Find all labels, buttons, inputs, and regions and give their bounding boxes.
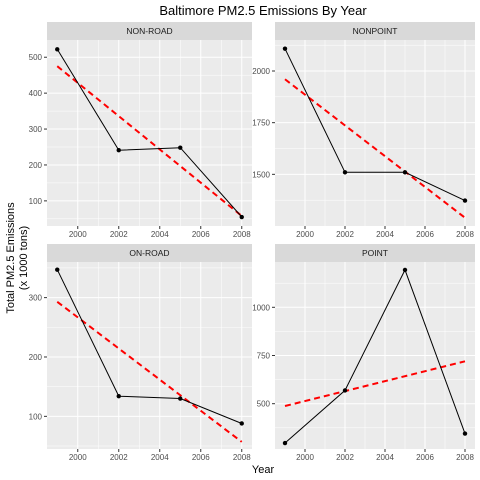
x-tick-label: 2004 <box>376 453 394 462</box>
data-point <box>116 393 121 399</box>
y-tick-label: 500 <box>257 400 271 409</box>
facet-point: POINT 2000 2002 2004 2006 2008 500 750 1000 <box>252 244 475 462</box>
trend-line <box>56 300 243 443</box>
y-tick-label: 1500 <box>252 170 270 179</box>
data-point <box>55 47 60 52</box>
chart-title: Baltimore PM2.5 Emissions By Year <box>159 3 367 18</box>
y-tick-label: 200 <box>29 353 43 362</box>
y-tick-label: 500 <box>29 53 43 62</box>
data-point <box>239 214 244 220</box>
y-tick-label: 100 <box>29 197 43 206</box>
data-point <box>282 440 288 446</box>
strip-background <box>275 22 475 40</box>
x-tick-label: 2006 <box>192 453 210 462</box>
data-point <box>178 145 183 150</box>
x-tick-label: 2004 <box>376 230 394 239</box>
series-line <box>284 268 466 444</box>
strip-background <box>47 244 252 262</box>
data-point <box>282 46 288 51</box>
x-tick-label: 2000 <box>296 230 314 239</box>
data-point <box>239 421 244 426</box>
strip-label: NON-ROAD <box>126 26 172 36</box>
data-point <box>402 170 408 175</box>
strip-label: NONPOINT <box>353 26 398 36</box>
facet-nonpoint: NONPOINT 2000 2002 2004 2006 2008 1500 1750 2000 <box>252 22 475 239</box>
y-tick-label: 1000 <box>252 303 270 312</box>
y-tick-label: 2000 <box>252 67 270 76</box>
data-point <box>116 148 121 153</box>
facet-on-road: ON-ROAD 2000 2002 2004 2006 2008 100 200 300 <box>29 244 252 462</box>
x-tick-label: 2004 <box>151 453 169 462</box>
data-point <box>342 170 348 175</box>
x-tick-label: 2000 <box>69 230 87 239</box>
x-tick-label: 2006 <box>416 453 434 462</box>
x-tick-label: 2002 <box>110 230 128 239</box>
x-axis-title: Year <box>252 464 275 476</box>
x-tick-label: 2000 <box>69 453 87 462</box>
x-tick-label: 2006 <box>416 230 434 239</box>
x-tick-label: 2008 <box>456 453 474 462</box>
series-line <box>284 48 466 202</box>
y-tick-label: 300 <box>29 125 43 134</box>
strip-background <box>47 22 252 40</box>
x-tick-label: 2002 <box>336 230 354 239</box>
y-tick-label: 1750 <box>252 119 270 128</box>
x-tick-label: 2002 <box>336 453 354 462</box>
y-tick-label: 200 <box>29 161 43 170</box>
x-tick-label: 2008 <box>233 453 251 462</box>
data-point <box>55 267 60 272</box>
y-axis-title-line-2: (x 1000 tons) <box>18 226 30 290</box>
x-tick-label: 2008 <box>456 230 474 239</box>
series-line <box>56 269 242 424</box>
y-tick-label: 400 <box>29 89 43 98</box>
y-axis-title-line-1: Total PM2.5 Emissions <box>5 202 17 314</box>
series-line <box>56 49 243 218</box>
data-point <box>462 198 468 203</box>
y-tick-label: 100 <box>29 412 43 421</box>
facet-non-road: NON-ROAD 2000 2002 2004 2006 2008 100 200 300 400… <box>29 22 252 239</box>
trend-line <box>284 78 466 219</box>
trend-line <box>284 360 466 407</box>
panel-background <box>47 262 252 449</box>
x-tick-label: 2004 <box>151 230 169 239</box>
y-tick-label: 300 <box>29 294 43 303</box>
strip-background <box>275 244 475 262</box>
data-point <box>402 267 408 273</box>
x-tick-label: 2008 <box>233 230 251 239</box>
panel-background <box>47 40 252 226</box>
strip-label: POINT <box>362 248 388 258</box>
facet-panels: NON-ROAD 2000 2002 2004 2006 2008 100 200 300 400… <box>29 22 475 462</box>
data-point <box>178 396 183 401</box>
strip-label: ON-ROAD <box>129 248 169 258</box>
x-tick-label: 2006 <box>192 230 210 239</box>
x-tick-label: 2002 <box>110 453 128 462</box>
data-point <box>462 431 468 436</box>
y-tick-label: 750 <box>257 352 271 361</box>
x-tick-label: 2000 <box>296 453 314 462</box>
data-point <box>342 388 348 393</box>
